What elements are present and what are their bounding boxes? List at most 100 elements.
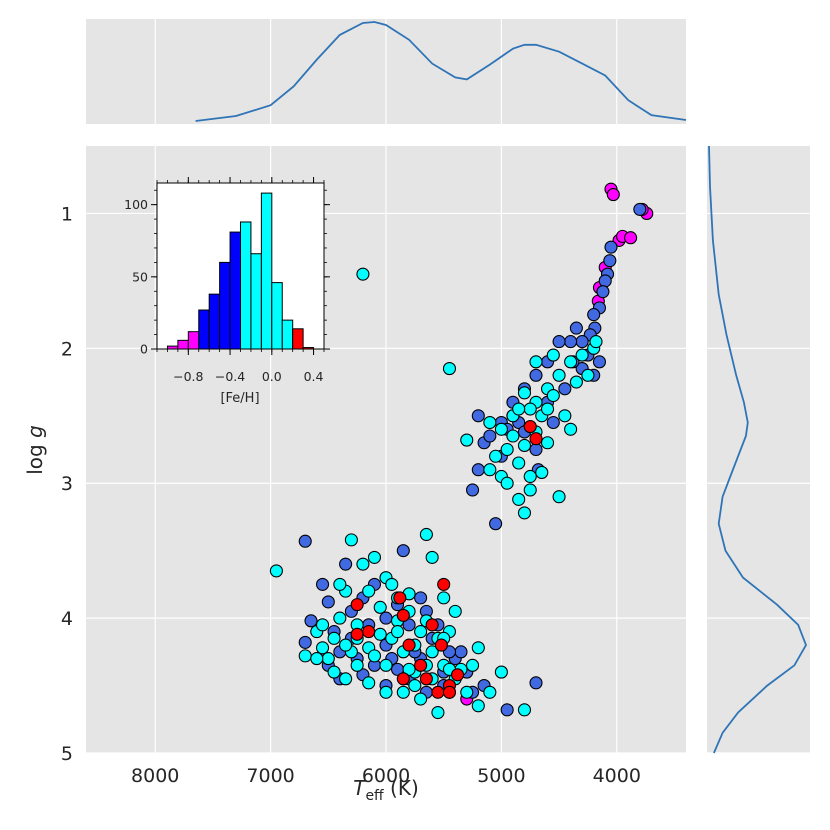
data-point-royalblue [546, 415, 560, 430]
data-point-cyan [344, 533, 358, 547]
data-point-royalblue [321, 595, 335, 609]
histogram-bar-cyan [250, 253, 262, 350]
data-point-royalblue [529, 368, 543, 382]
x-axis-label-unit: (K) [384, 776, 419, 800]
data-point-cyan [269, 564, 283, 578]
histogram-bar-cyan [240, 221, 252, 350]
data-point-cyan [494, 665, 508, 679]
data-point-cyan [379, 658, 393, 672]
data-point-royalblue [598, 274, 612, 288]
histogram-x-tick-label: 0.4 [304, 369, 324, 384]
data-point-cyan [310, 652, 324, 666]
data-point-red [419, 672, 433, 686]
data-point-cyan [540, 402, 555, 416]
x-axis-label-main: T [353, 776, 367, 800]
data-point-red [350, 627, 364, 641]
data-point-royalblue [604, 240, 618, 254]
data-point-royalblue [529, 676, 543, 690]
teff-density-curve [195, 21, 687, 122]
data-point-cyan [333, 611, 347, 625]
data-point-red [402, 638, 416, 652]
data-point-cyan [396, 685, 410, 699]
histogram-bar-cyan [260, 192, 273, 350]
data-point-red [431, 685, 445, 699]
data-point-cyan [390, 625, 405, 639]
data-point-cyan [589, 335, 603, 349]
data-point-cyan [327, 631, 341, 645]
data-point-royalblue [592, 355, 607, 369]
data-point-royalblue [402, 618, 416, 632]
data-point-cyan [465, 658, 480, 672]
data-point-cyan [564, 355, 578, 369]
data-point-red [396, 672, 410, 686]
y-tick-label: 5 [61, 743, 73, 765]
data-point-cyan [373, 600, 387, 614]
data-point-royalblue [529, 442, 543, 457]
data-point-cyan [517, 506, 532, 520]
data-point-cyan [339, 638, 353, 652]
data-point-cyan [512, 402, 526, 416]
y-tick-label: 2 [61, 338, 73, 360]
x-tick-label: 6000 [362, 765, 410, 787]
data-point-royalblue [454, 645, 468, 659]
data-point-cyan [546, 388, 560, 403]
top-marginal-panel [86, 19, 687, 124]
y-tick-label: 3 [61, 473, 73, 495]
histogram-bar-blue [198, 309, 210, 350]
data-point-royalblue [304, 614, 318, 628]
data-point-magenta [624, 231, 638, 245]
x-tick-label: 4000 [593, 765, 641, 787]
y-tick-label: 1 [61, 203, 73, 225]
data-point-cyan [494, 422, 508, 436]
data-point-royalblue [587, 308, 601, 322]
data-point-cyan [448, 604, 462, 618]
histogram-y-tick-label: 50 [132, 269, 148, 284]
data-point-cyan [569, 375, 583, 389]
data-point-cyan [379, 685, 393, 699]
histogram-bar-magenta [187, 331, 200, 350]
data-point-cyan [471, 641, 485, 655]
data-point-cyan [362, 676, 376, 690]
data-point-cyan [414, 692, 428, 706]
data-point-cyan [408, 679, 422, 693]
data-point-cyan [333, 577, 347, 591]
histogram-bar-blue [208, 293, 221, 350]
data-point-red [414, 658, 428, 672]
right-marginal-panel [707, 145, 810, 754]
histogram-bar-blue [229, 231, 241, 350]
data-point-cyan [460, 685, 474, 699]
y-axis-ticks: 1 2 3 4 5 [61, 203, 73, 765]
data-point-cyan [523, 469, 537, 484]
data-point-cyan [483, 415, 497, 430]
data-point-cyan [425, 550, 439, 564]
histogram-bar-magenta [166, 345, 179, 350]
data-point-royalblue [396, 544, 410, 558]
histogram-bar-cyan [271, 282, 283, 350]
histogram-ticks: −0.8 −0.4 0.0 0.4 0 50 100 [124, 177, 330, 384]
data-point-cyan [425, 645, 439, 659]
data-point-royalblue [465, 483, 480, 497]
histogram-y-tick-label: 0 [140, 342, 148, 357]
data-point-cyan [471, 699, 485, 713]
data-point-red [350, 598, 364, 612]
data-point-cyan [523, 402, 537, 416]
top-marginal-grid [154, 19, 618, 124]
histogram-bar-blue [219, 261, 231, 350]
data-point-cyan [523, 483, 537, 497]
data-point-cyan [540, 436, 555, 450]
data-point-royalblue [471, 463, 485, 477]
data-point-cyan [315, 641, 330, 655]
data-point-cyan [529, 355, 543, 369]
data-point-cyan [356, 557, 370, 571]
data-point-cyan [442, 362, 457, 376]
data-point-royalblue [414, 591, 428, 605]
main-scatter-panel: 8000 7000 6000 5000 4000 1 2 3 4 5 Teff (K) log … [23, 146, 686, 804]
data-point-cyan [552, 368, 566, 382]
data-point-red [434, 638, 448, 652]
data-point-royalblue [489, 517, 503, 531]
data-point-cyan [581, 368, 595, 382]
histogram-x-label: [Fe/H] [220, 391, 259, 406]
histogram-bar-red [302, 347, 315, 350]
data-point-royalblue [471, 409, 485, 423]
